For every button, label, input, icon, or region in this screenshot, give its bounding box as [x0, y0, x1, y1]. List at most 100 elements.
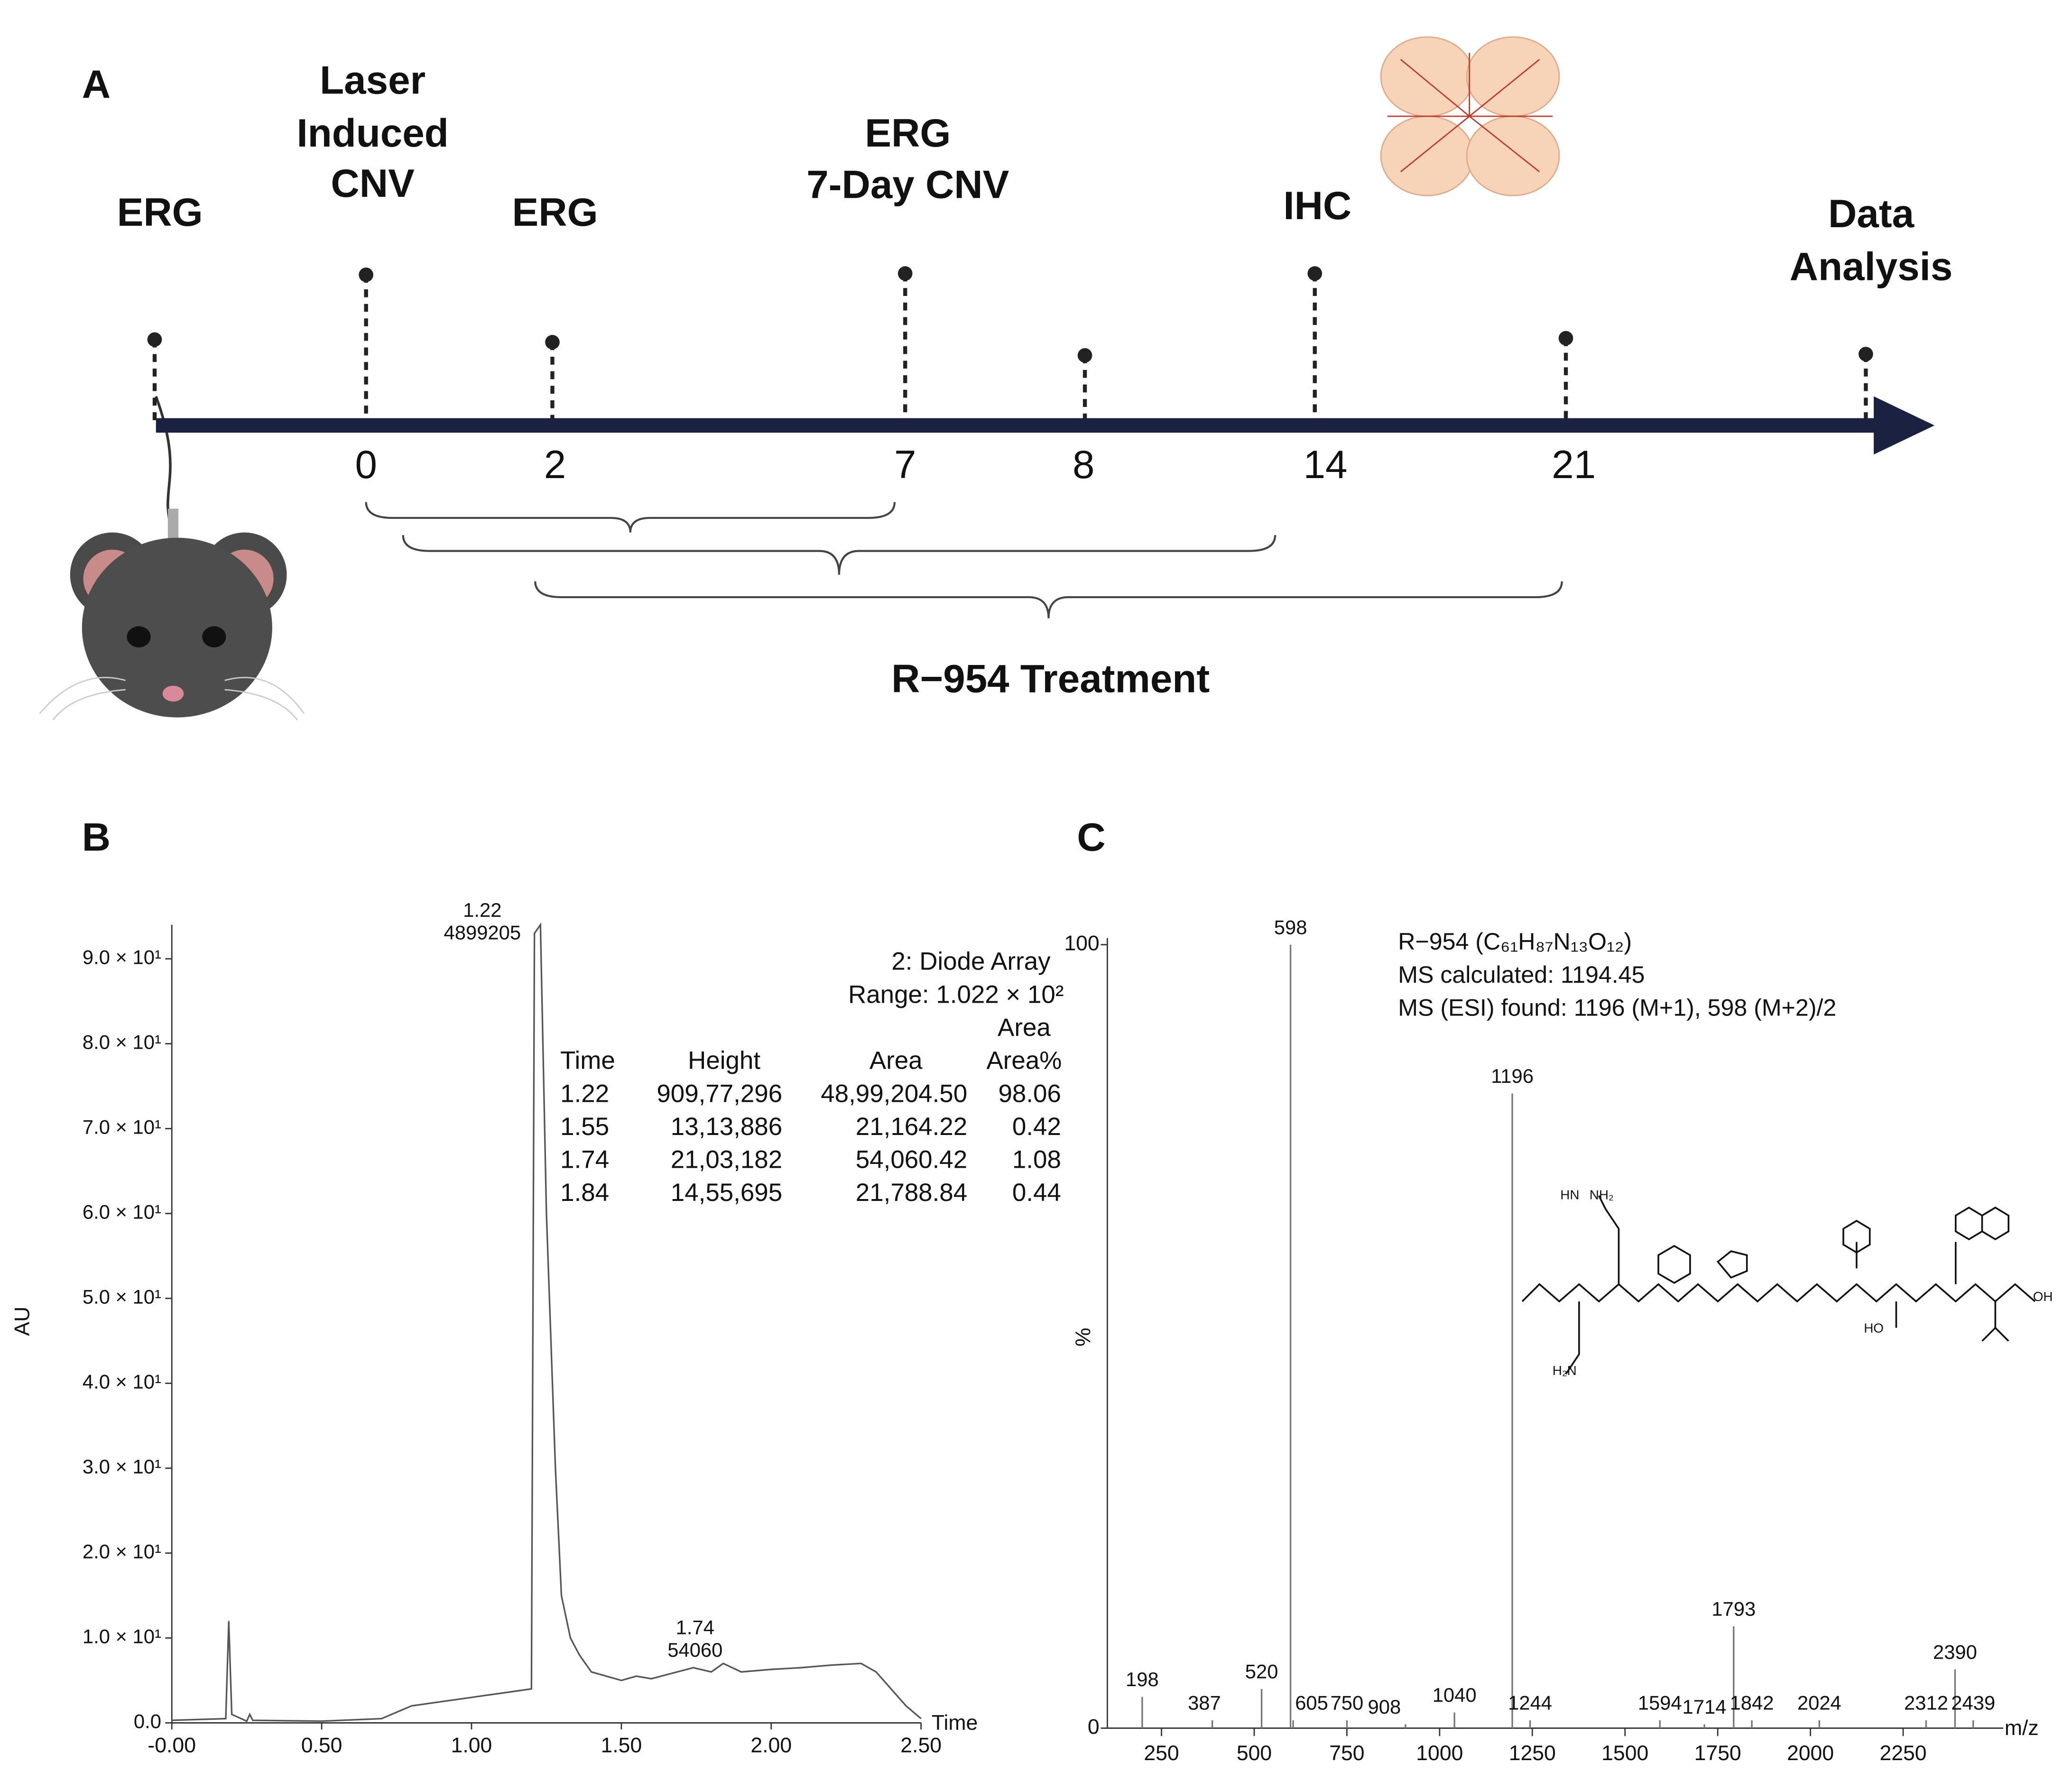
peak-label: 1040: [1433, 1684, 1477, 1706]
event-label: Induced: [296, 111, 448, 155]
compound-annotation: MS (ESI) found: 1196 (M+1), 598 (M+2)/2: [1398, 994, 1836, 1021]
y-tick-label: 4.0 × 10¹: [83, 1371, 161, 1393]
event-dot: [1307, 266, 1323, 281]
x-axis-label: m/z: [2005, 1716, 2039, 1740]
y-axis-label: AU: [10, 1307, 34, 1336]
peak-label: 520: [1245, 1661, 1278, 1683]
event-dot: [1859, 347, 1873, 361]
y-tick-label: 0: [1088, 1715, 1100, 1738]
table-cell: 0.44: [1012, 1179, 1061, 1207]
panel-label: B: [82, 815, 111, 859]
peak-annotation: 1.22: [463, 899, 501, 921]
table-cell: 21,03,182: [671, 1146, 782, 1174]
x-tick-label: 1.50: [601, 1734, 642, 1757]
x-tick-label: 1500: [1601, 1742, 1648, 1765]
x-tick-label: 2000: [1787, 1742, 1834, 1765]
x-tick-label: -0.00: [148, 1734, 196, 1757]
x-tick-label: 0.50: [301, 1734, 342, 1757]
y-tick-label: 7.0 × 10¹: [83, 1116, 161, 1138]
table-cell: 13,13,886: [671, 1113, 782, 1141]
y-axis-label: %: [1072, 1328, 1095, 1347]
event-label: ERG: [117, 190, 203, 234]
table-cell: 1.22: [560, 1080, 609, 1107]
y-tick-label: 6.0 × 10¹: [83, 1201, 161, 1223]
peak-label: 1793: [1711, 1597, 1756, 1620]
peak-label: 2024: [1797, 1692, 1841, 1714]
x-tick-label: 2250: [1879, 1742, 1926, 1765]
table-cell: 21,164.22: [856, 1113, 967, 1141]
peak-label: 1714: [1683, 1696, 1727, 1718]
day-label: 8: [1073, 442, 1094, 487]
peak-label: 2439: [1951, 1692, 1995, 1714]
peak-label: 2390: [1933, 1641, 1977, 1663]
mouse-icon: [39, 396, 305, 720]
event-dot: [147, 332, 162, 347]
table-header: Height: [688, 1047, 760, 1075]
panel-label: A: [82, 62, 111, 106]
event-label: 7-Day CNV: [806, 162, 1009, 207]
structure-label: NH₂: [1590, 1187, 1614, 1202]
structure-label: HO: [1864, 1321, 1884, 1336]
x-tick-label: 1000: [1416, 1742, 1463, 1765]
table-header: Area: [998, 1014, 1051, 1042]
peak-label: 1842: [1730, 1692, 1774, 1714]
peak-label: 598: [1274, 916, 1307, 938]
x-tick-label: 2.50: [900, 1734, 942, 1757]
day-label: 2: [544, 442, 566, 487]
y-tick-label: 8.0 × 10¹: [83, 1031, 161, 1053]
peak-label: 387: [1188, 1692, 1221, 1714]
treatment-brace: [534, 581, 1563, 618]
y-tick-label: 2.0 × 10¹: [83, 1540, 161, 1562]
timeline-arrowhead: [1874, 396, 1935, 455]
event-label: ERG: [512, 190, 598, 234]
y-tick-label: 3.0 × 10¹: [83, 1455, 161, 1477]
x-tick-label: 750: [1329, 1742, 1364, 1765]
y-tick-label: 1.0 × 10¹: [83, 1625, 161, 1647]
x-tick-label: 500: [1237, 1742, 1272, 1765]
peak-label: 605: [1295, 1692, 1328, 1714]
panel-label: C: [1077, 815, 1105, 859]
x-tick-label: 1.00: [451, 1734, 492, 1757]
x-tick-label: 1250: [1509, 1742, 1556, 1765]
event-dot: [359, 268, 374, 282]
table-cell: 21,788.84: [856, 1179, 967, 1207]
peak-label: 908: [1368, 1696, 1401, 1718]
x-axis-label: Time: [932, 1711, 978, 1735]
peak-label: 1244: [1508, 1692, 1552, 1714]
event-label: IHC: [1283, 183, 1351, 228]
event-label: Laser: [320, 58, 426, 102]
peak-label: 1594: [1638, 1692, 1682, 1714]
treatment-brace: [402, 535, 1276, 575]
peak-label: 1196: [1491, 1065, 1534, 1087]
chromatogram-line: [172, 922, 922, 1723]
event-label: CNV: [331, 161, 415, 205]
day-label: 7: [894, 442, 916, 487]
x-tick-label: 2.00: [750, 1734, 792, 1757]
table-title: 2: Diode Array: [891, 948, 1051, 976]
peak-label: 2312: [1904, 1692, 1948, 1714]
table-cell: 1.08: [1012, 1146, 1061, 1174]
y-tick-label: 5.0 × 10¹: [83, 1286, 161, 1308]
peak-annotation: 54060: [667, 1639, 722, 1661]
structure-drawing: [1521, 1195, 2036, 1375]
event-dot: [1077, 348, 1092, 363]
table-cell: 1.74: [560, 1146, 609, 1174]
peak-label: 198: [1126, 1668, 1159, 1690]
event-dot: [545, 335, 560, 350]
treatment-brace: [365, 502, 896, 533]
day-label: 14: [1304, 442, 1348, 487]
event-dot: [1558, 331, 1573, 346]
peak-annotation: 1.74: [676, 1616, 714, 1639]
y-tick-label: 100: [1064, 932, 1099, 955]
retina-icon: [1380, 36, 1560, 196]
table-range: Range: 1.022 × 10²: [848, 980, 1064, 1008]
table-cell: 1.55: [560, 1113, 609, 1141]
table-header: Area%: [987, 1047, 1062, 1075]
peak-annotation: 4899205: [444, 921, 521, 943]
x-tick-label: 250: [1144, 1742, 1179, 1765]
compound-annotation: MS calculated: 1194.45: [1398, 961, 1645, 988]
structure-label: OH: [2033, 1289, 2053, 1304]
treatment-label: R−954 Treatment: [891, 656, 1210, 701]
